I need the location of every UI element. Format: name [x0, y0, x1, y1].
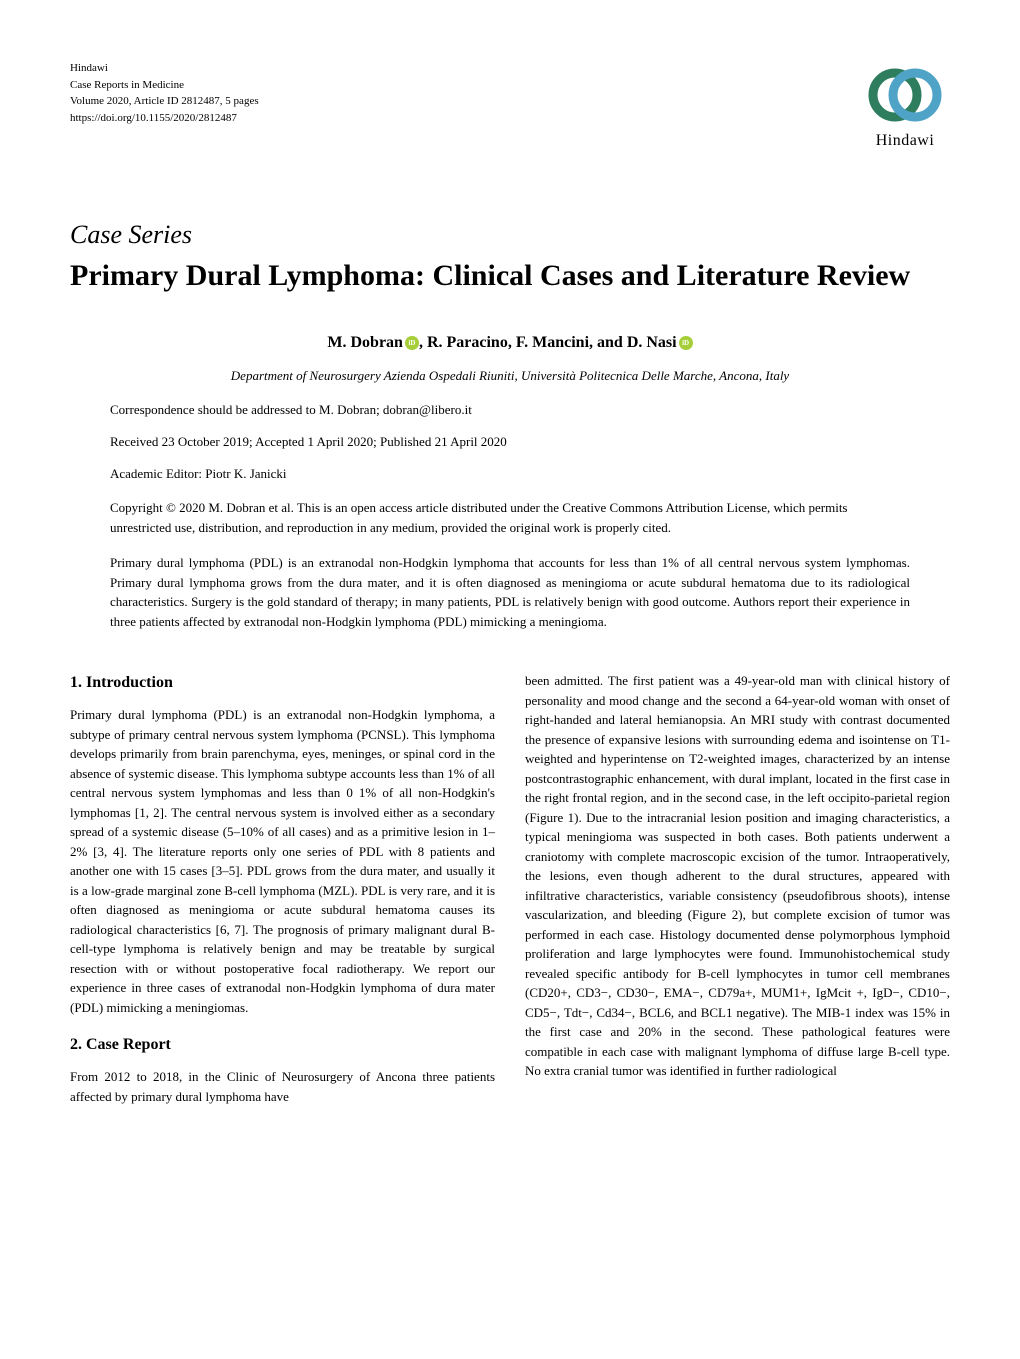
- volume-info: Volume 2020, Article ID 2812487, 5 pages: [70, 93, 259, 110]
- content-columns: 1. Introduction Primary dural lymphoma (…: [70, 671, 950, 1106]
- journal-name: Case Reports in Medicine: [70, 77, 259, 94]
- correspondence: Correspondence should be addressed to M.…: [70, 402, 950, 418]
- publisher-name: Hindawi: [70, 60, 259, 77]
- right-column: been admitted. The first patient was a 4…: [525, 671, 950, 1106]
- case-body-right: been admitted. The first patient was a 4…: [525, 671, 950, 1081]
- intro-heading: 1. Introduction: [70, 671, 495, 695]
- journal-info: Hindawi Case Reports in Medicine Volume …: [70, 60, 259, 126]
- hindawi-logo-icon: [860, 60, 950, 130]
- orcid-icon[interactable]: [405, 336, 419, 350]
- author-names-rest: , R. Paracino, F. Mancini, and D. Nasi: [419, 334, 677, 351]
- article-title: Primary Dural Lymphoma: Clinical Cases a…: [70, 258, 950, 294]
- case-body-left: From 2012 to 2018, in the Clinic of Neur…: [70, 1067, 495, 1106]
- doi-link[interactable]: https://doi.org/10.1155/2020/2812487: [70, 110, 259, 127]
- affiliation: Department of Neurosurgery Azienda Osped…: [70, 368, 950, 384]
- publisher-logo: Hindawi: [860, 60, 950, 150]
- abstract: Primary dural lymphoma (PDL) is an extra…: [70, 553, 950, 631]
- author-name-1: M. Dobran: [327, 334, 403, 351]
- authors-line: M. Dobran , R. Paracino, F. Mancini, and …: [70, 334, 950, 352]
- orcid-icon[interactable]: [679, 336, 693, 350]
- logo-text: Hindawi: [876, 132, 935, 150]
- academic-editor: Academic Editor: Piotr K. Janicki: [70, 466, 950, 482]
- header-row: Hindawi Case Reports in Medicine Volume …: [70, 60, 950, 150]
- article-type: Case Series: [70, 220, 950, 250]
- case-heading: 2. Case Report: [70, 1033, 495, 1057]
- publication-dates: Received 23 October 2019; Accepted 1 Apr…: [70, 434, 950, 450]
- left-column: 1. Introduction Primary dural lymphoma (…: [70, 671, 495, 1106]
- copyright-notice: Copyright © 2020 M. Dobran et al. This i…: [70, 498, 950, 537]
- intro-body: Primary dural lymphoma (PDL) is an extra…: [70, 705, 495, 1017]
